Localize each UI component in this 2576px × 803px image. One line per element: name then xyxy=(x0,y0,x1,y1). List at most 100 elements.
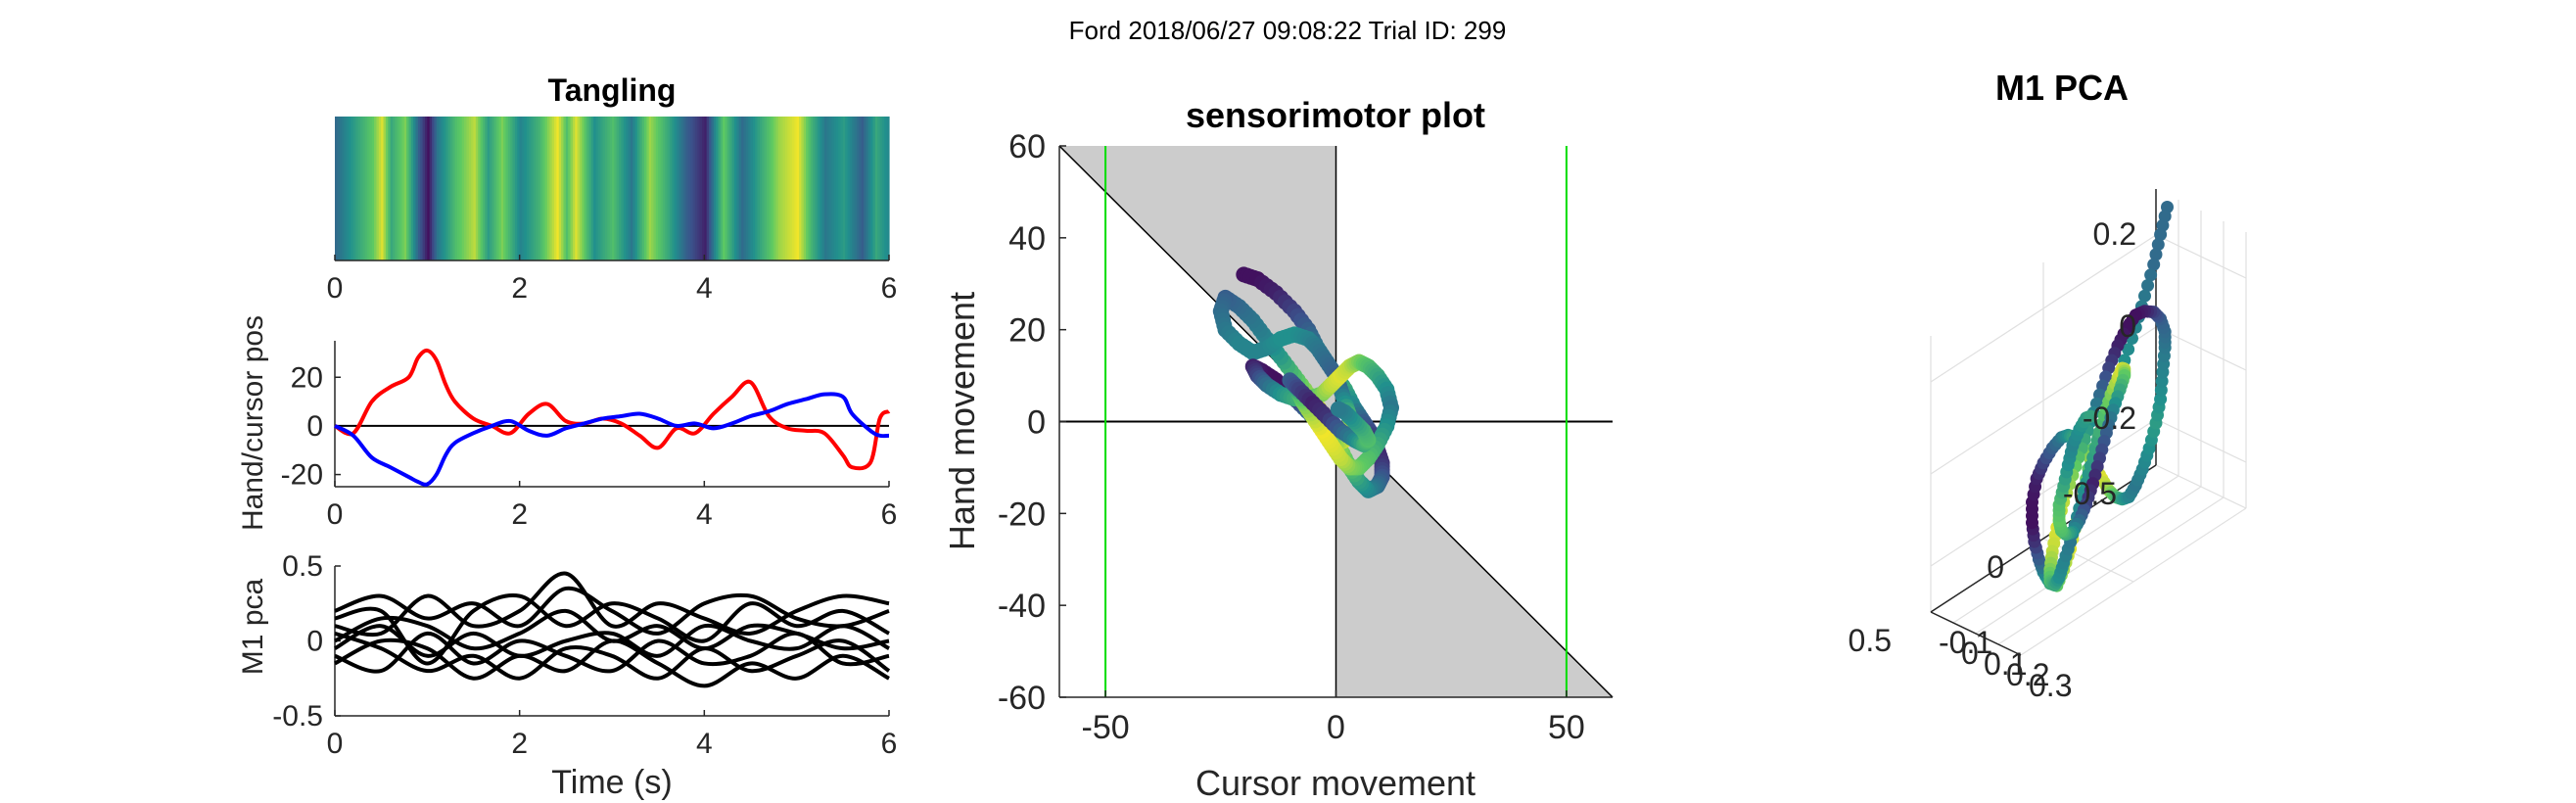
tangling-cell xyxy=(699,117,703,260)
tangling-cell xyxy=(536,117,539,260)
tangling-cell xyxy=(595,117,599,260)
m1pca-axes: 0 2 4 6-0.500.5 xyxy=(272,550,897,760)
tangling-cell xyxy=(395,117,398,260)
tangling-cell xyxy=(593,117,597,260)
tangling-cell xyxy=(856,117,860,260)
tangling-cell xyxy=(755,117,759,260)
tangling-cell xyxy=(390,117,394,260)
tangling-cell xyxy=(831,117,834,260)
sensorimotor-y-tick-label: 0 xyxy=(1027,404,1046,442)
tangling-cell xyxy=(646,117,650,260)
tangling-cell xyxy=(799,117,802,260)
pca3d-grid-line xyxy=(2020,507,2247,656)
tangling-cell xyxy=(677,117,679,260)
tangling-cell xyxy=(612,117,615,260)
tangling-cell xyxy=(410,117,414,260)
tangling-cell xyxy=(406,117,410,260)
tangling-cell xyxy=(741,117,745,260)
tangling-cell xyxy=(683,117,687,260)
tangling-cell xyxy=(531,117,535,260)
tangling-cell xyxy=(736,117,740,260)
tangling-cell xyxy=(777,117,781,260)
sensorimotor-y-tick-label: 20 xyxy=(1008,312,1046,350)
pca3d-z-tick-label: 0.2 xyxy=(2093,216,2136,252)
tangling-cell xyxy=(403,117,407,260)
tangling-cell xyxy=(632,117,636,260)
tangling-cell xyxy=(655,117,659,260)
tangling-cell xyxy=(614,117,618,260)
tangling-cell xyxy=(490,117,492,260)
tangling-cell xyxy=(492,117,495,260)
tangling-cell xyxy=(690,117,694,260)
tangling-cell xyxy=(558,117,562,260)
tangling-cell xyxy=(441,117,445,260)
tangling-cell xyxy=(859,117,863,260)
tangling-cell xyxy=(733,117,737,260)
tangling-cell xyxy=(881,117,885,260)
tangling-cell xyxy=(586,117,590,260)
pca3d-point xyxy=(2084,409,2097,423)
tangling-cell xyxy=(344,117,348,260)
tangling-cell xyxy=(424,117,428,260)
tangling-cell xyxy=(692,117,696,260)
tangling-cell xyxy=(378,117,382,260)
m1pca-ylabel: M1 pca xyxy=(237,579,269,676)
sensorimotor-ylabel: Hand movement xyxy=(942,292,982,550)
tangling-cell xyxy=(701,117,705,260)
tangling-cell xyxy=(590,117,594,260)
tangling-cell xyxy=(752,117,756,260)
pca3d-y-tick-label: 0.1 xyxy=(1984,646,2027,682)
m1pca-series-line xyxy=(334,631,891,681)
tangling-cell xyxy=(539,117,543,260)
tangling-cell xyxy=(510,117,514,260)
handcursor-series-line-hand xyxy=(334,348,891,471)
tangling-cell xyxy=(339,117,343,260)
sensorimotor-points xyxy=(1212,266,1399,498)
tangling-cell xyxy=(621,117,625,260)
pca3d-point xyxy=(2144,268,2158,282)
tangling-cell xyxy=(842,117,846,260)
tangling-cell xyxy=(526,117,530,260)
tangling-cell xyxy=(757,117,761,260)
sensorimotor-axes: -50 0 50 -60 -40 -20 0 20 40 60 xyxy=(998,128,1613,746)
tangling-cell xyxy=(397,117,400,260)
tangling-cell xyxy=(619,117,623,260)
pca3d-x-axis-line xyxy=(1930,464,2157,613)
pca3d-point xyxy=(2151,238,2165,252)
tangling-cell xyxy=(399,117,402,260)
m1pca-y-tick-label: 0 xyxy=(306,626,323,658)
tangling-cell xyxy=(392,117,396,260)
tangling-cell xyxy=(503,117,507,260)
tangling-cell xyxy=(352,117,356,260)
handcursor-x-tick-label: 0 xyxy=(327,498,344,531)
tangling-cell xyxy=(351,117,354,260)
tangling-cell xyxy=(529,117,533,260)
tangling-cell xyxy=(417,117,421,260)
sensorimotor-point xyxy=(1330,401,1346,417)
tangling-cell xyxy=(388,117,392,260)
tangling-cell xyxy=(835,117,839,260)
m1pca-panel: 0 2 4 6-0.500.5 M1 pca Time (s) xyxy=(237,550,897,801)
tangling-cell xyxy=(884,117,888,260)
tangling-cell xyxy=(748,117,752,260)
tangling-cell xyxy=(820,117,823,260)
tangling-cell xyxy=(704,117,708,260)
tangling-cell xyxy=(616,117,620,260)
tangling-cell xyxy=(533,117,537,260)
tangling-cell xyxy=(584,117,587,260)
tangling-cell xyxy=(449,117,453,260)
tangling-cell xyxy=(791,117,795,260)
pca3d-point xyxy=(2149,248,2163,261)
tangling-cell xyxy=(401,117,405,260)
sensorimotor-panel: sensorimotor plot -50 0 50 -60 -40 -20 0 20 40 60… xyxy=(942,95,1614,803)
tangling-cell xyxy=(845,117,849,260)
tangling-cell xyxy=(362,117,366,260)
tangling-cell xyxy=(769,117,773,260)
tangling-cell xyxy=(716,117,720,260)
tangling-cell xyxy=(817,117,820,260)
tangling-cell xyxy=(461,117,465,260)
tangling-cell xyxy=(823,117,827,260)
tangling-cell xyxy=(544,117,548,260)
tangling-cell xyxy=(355,117,359,260)
tangling-cell xyxy=(849,117,853,260)
